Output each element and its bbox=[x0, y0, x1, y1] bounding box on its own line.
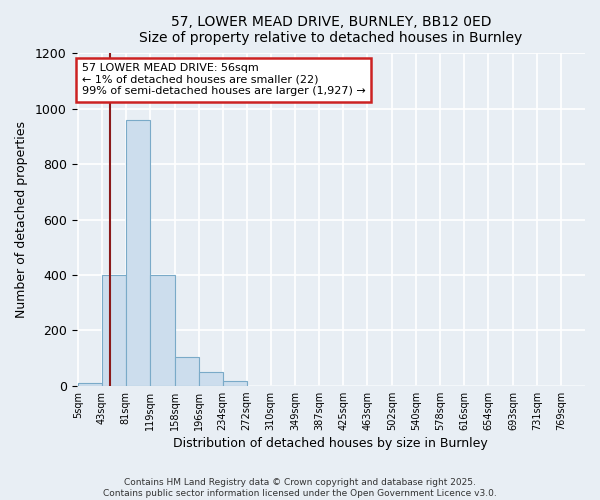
Bar bbox=[126, 120, 150, 386]
Bar bbox=[199, 372, 223, 386]
Bar bbox=[175, 356, 199, 386]
Text: Contains HM Land Registry data © Crown copyright and database right 2025.
Contai: Contains HM Land Registry data © Crown c… bbox=[103, 478, 497, 498]
Title: 57, LOWER MEAD DRIVE, BURNLEY, BB12 0ED
Size of property relative to detached ho: 57, LOWER MEAD DRIVE, BURNLEY, BB12 0ED … bbox=[139, 15, 523, 45]
Bar bbox=[78, 383, 102, 386]
Text: 57 LOWER MEAD DRIVE: 56sqm
← 1% of detached houses are smaller (22)
99% of semi-: 57 LOWER MEAD DRIVE: 56sqm ← 1% of detac… bbox=[82, 64, 365, 96]
Bar bbox=[223, 380, 247, 386]
Bar bbox=[102, 275, 126, 386]
X-axis label: Distribution of detached houses by size in Burnley: Distribution of detached houses by size … bbox=[173, 437, 488, 450]
Bar bbox=[150, 275, 175, 386]
Y-axis label: Number of detached properties: Number of detached properties bbox=[15, 121, 28, 318]
